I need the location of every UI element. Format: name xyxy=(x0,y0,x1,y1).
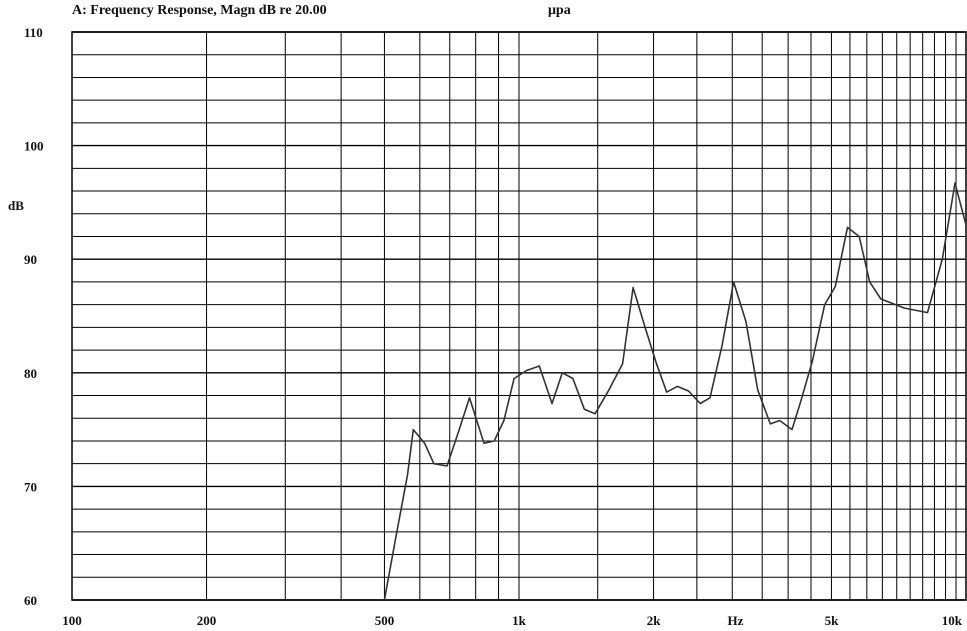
y-axis-label: dB xyxy=(8,198,24,213)
x-tick-label: 200 xyxy=(197,613,217,628)
x-tick-label: Hz xyxy=(728,613,744,628)
y-tick-label: 80 xyxy=(24,366,37,381)
unit-label: μpa xyxy=(548,3,571,18)
y-tick-label: 60 xyxy=(24,593,37,608)
y-tick-label: 90 xyxy=(24,252,37,267)
x-tick-label: 10k xyxy=(942,613,963,628)
x-tick-label: 2k xyxy=(647,613,662,628)
x-tick-label: 5k xyxy=(825,613,840,628)
response-curve xyxy=(383,182,967,601)
x-tick-label: 500 xyxy=(375,613,395,628)
y-tick-label: 70 xyxy=(24,479,37,494)
y-tick-label: 110 xyxy=(24,25,43,40)
chart-title: A: Frequency Response, Magn dB re 20.00 xyxy=(72,3,327,18)
x-tick-label: 1k xyxy=(512,613,527,628)
x-tick-label: 100 xyxy=(62,613,82,628)
y-tick-label: 100 xyxy=(24,139,44,154)
